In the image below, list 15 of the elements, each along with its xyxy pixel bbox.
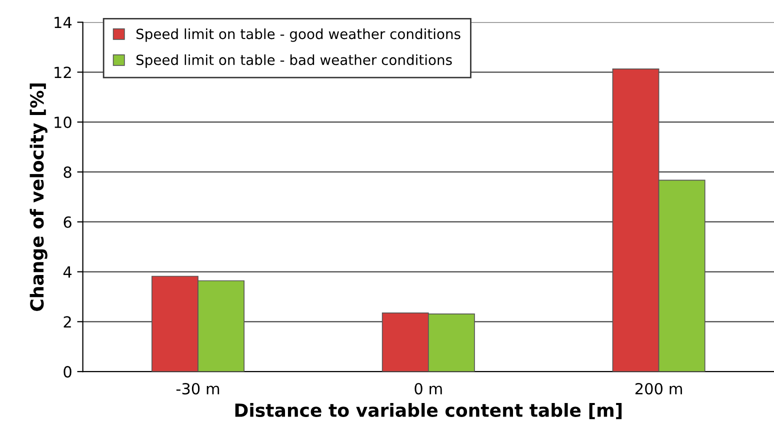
y-tick-label: 0 [64, 366, 72, 378]
y-tick-label: 10 [54, 116, 72, 128]
legend-label: Speed limit on table - bad weather conditions [136, 54, 452, 68]
y-tick-label: 6 [64, 216, 72, 228]
y-tick-label: 8 [64, 166, 72, 178]
legend-label: Speed limit on table - good weather conditions [136, 28, 460, 42]
x-axis-title: Distance to variable content table [m] [235, 403, 622, 420]
y-tick-label: 2 [64, 316, 71, 328]
y-axis-title: Change of velocity [%] [30, 84, 48, 311]
x-tick-label: 200 m [635, 382, 682, 395]
x-tick-label: -30 m [176, 382, 220, 395]
x-tick-label: 0 m [414, 382, 442, 395]
y-tick-label: 4 [63, 266, 72, 278]
y-tick-label: 12 [54, 66, 71, 78]
y-tick-label: 14 [54, 16, 72, 28]
